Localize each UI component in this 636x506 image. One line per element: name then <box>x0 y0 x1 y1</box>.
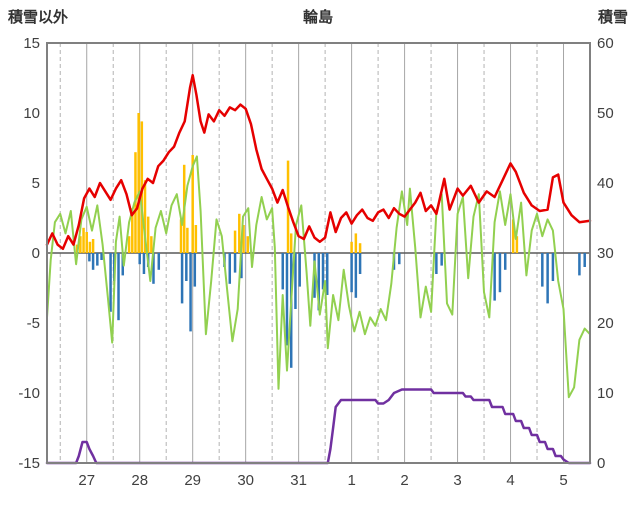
svg-text:1: 1 <box>347 472 355 489</box>
svg-text:0: 0 <box>32 245 40 262</box>
right-axis-title: 積雪 <box>597 9 628 26</box>
chart-title: 輪島 <box>302 9 333 26</box>
svg-text:60: 60 <box>597 35 614 52</box>
series-red-line <box>45 73 592 251</box>
svg-text:27: 27 <box>78 472 95 489</box>
svg-text:29: 29 <box>184 472 201 489</box>
svg-text:30: 30 <box>597 245 614 262</box>
series-purple-snow-line <box>45 388 592 465</box>
svg-text:15: 15 <box>23 35 40 52</box>
svg-text:5: 5 <box>559 472 567 489</box>
series-green-line <box>46 155 591 399</box>
svg-text:28: 28 <box>131 472 148 489</box>
svg-text:5: 5 <box>32 175 40 192</box>
svg-text:-10: -10 <box>18 385 40 402</box>
svg-text:2: 2 <box>400 472 408 489</box>
svg-text:20: 20 <box>597 315 614 332</box>
svg-text:-15: -15 <box>18 455 40 472</box>
plot-border <box>46 42 591 464</box>
svg-text:-5: -5 <box>27 315 40 332</box>
svg-text:3: 3 <box>453 472 461 489</box>
svg-text:30: 30 <box>237 472 254 489</box>
svg-text:31: 31 <box>290 472 307 489</box>
svg-text:0: 0 <box>597 455 605 472</box>
svg-text:10: 10 <box>23 105 40 122</box>
left-axis-title: 積雪以外 <box>8 9 69 26</box>
svg-text:10: 10 <box>597 385 614 402</box>
svg-text:40: 40 <box>597 175 614 192</box>
svg-text:50: 50 <box>597 105 614 122</box>
svg-text:4: 4 <box>506 472 514 489</box>
